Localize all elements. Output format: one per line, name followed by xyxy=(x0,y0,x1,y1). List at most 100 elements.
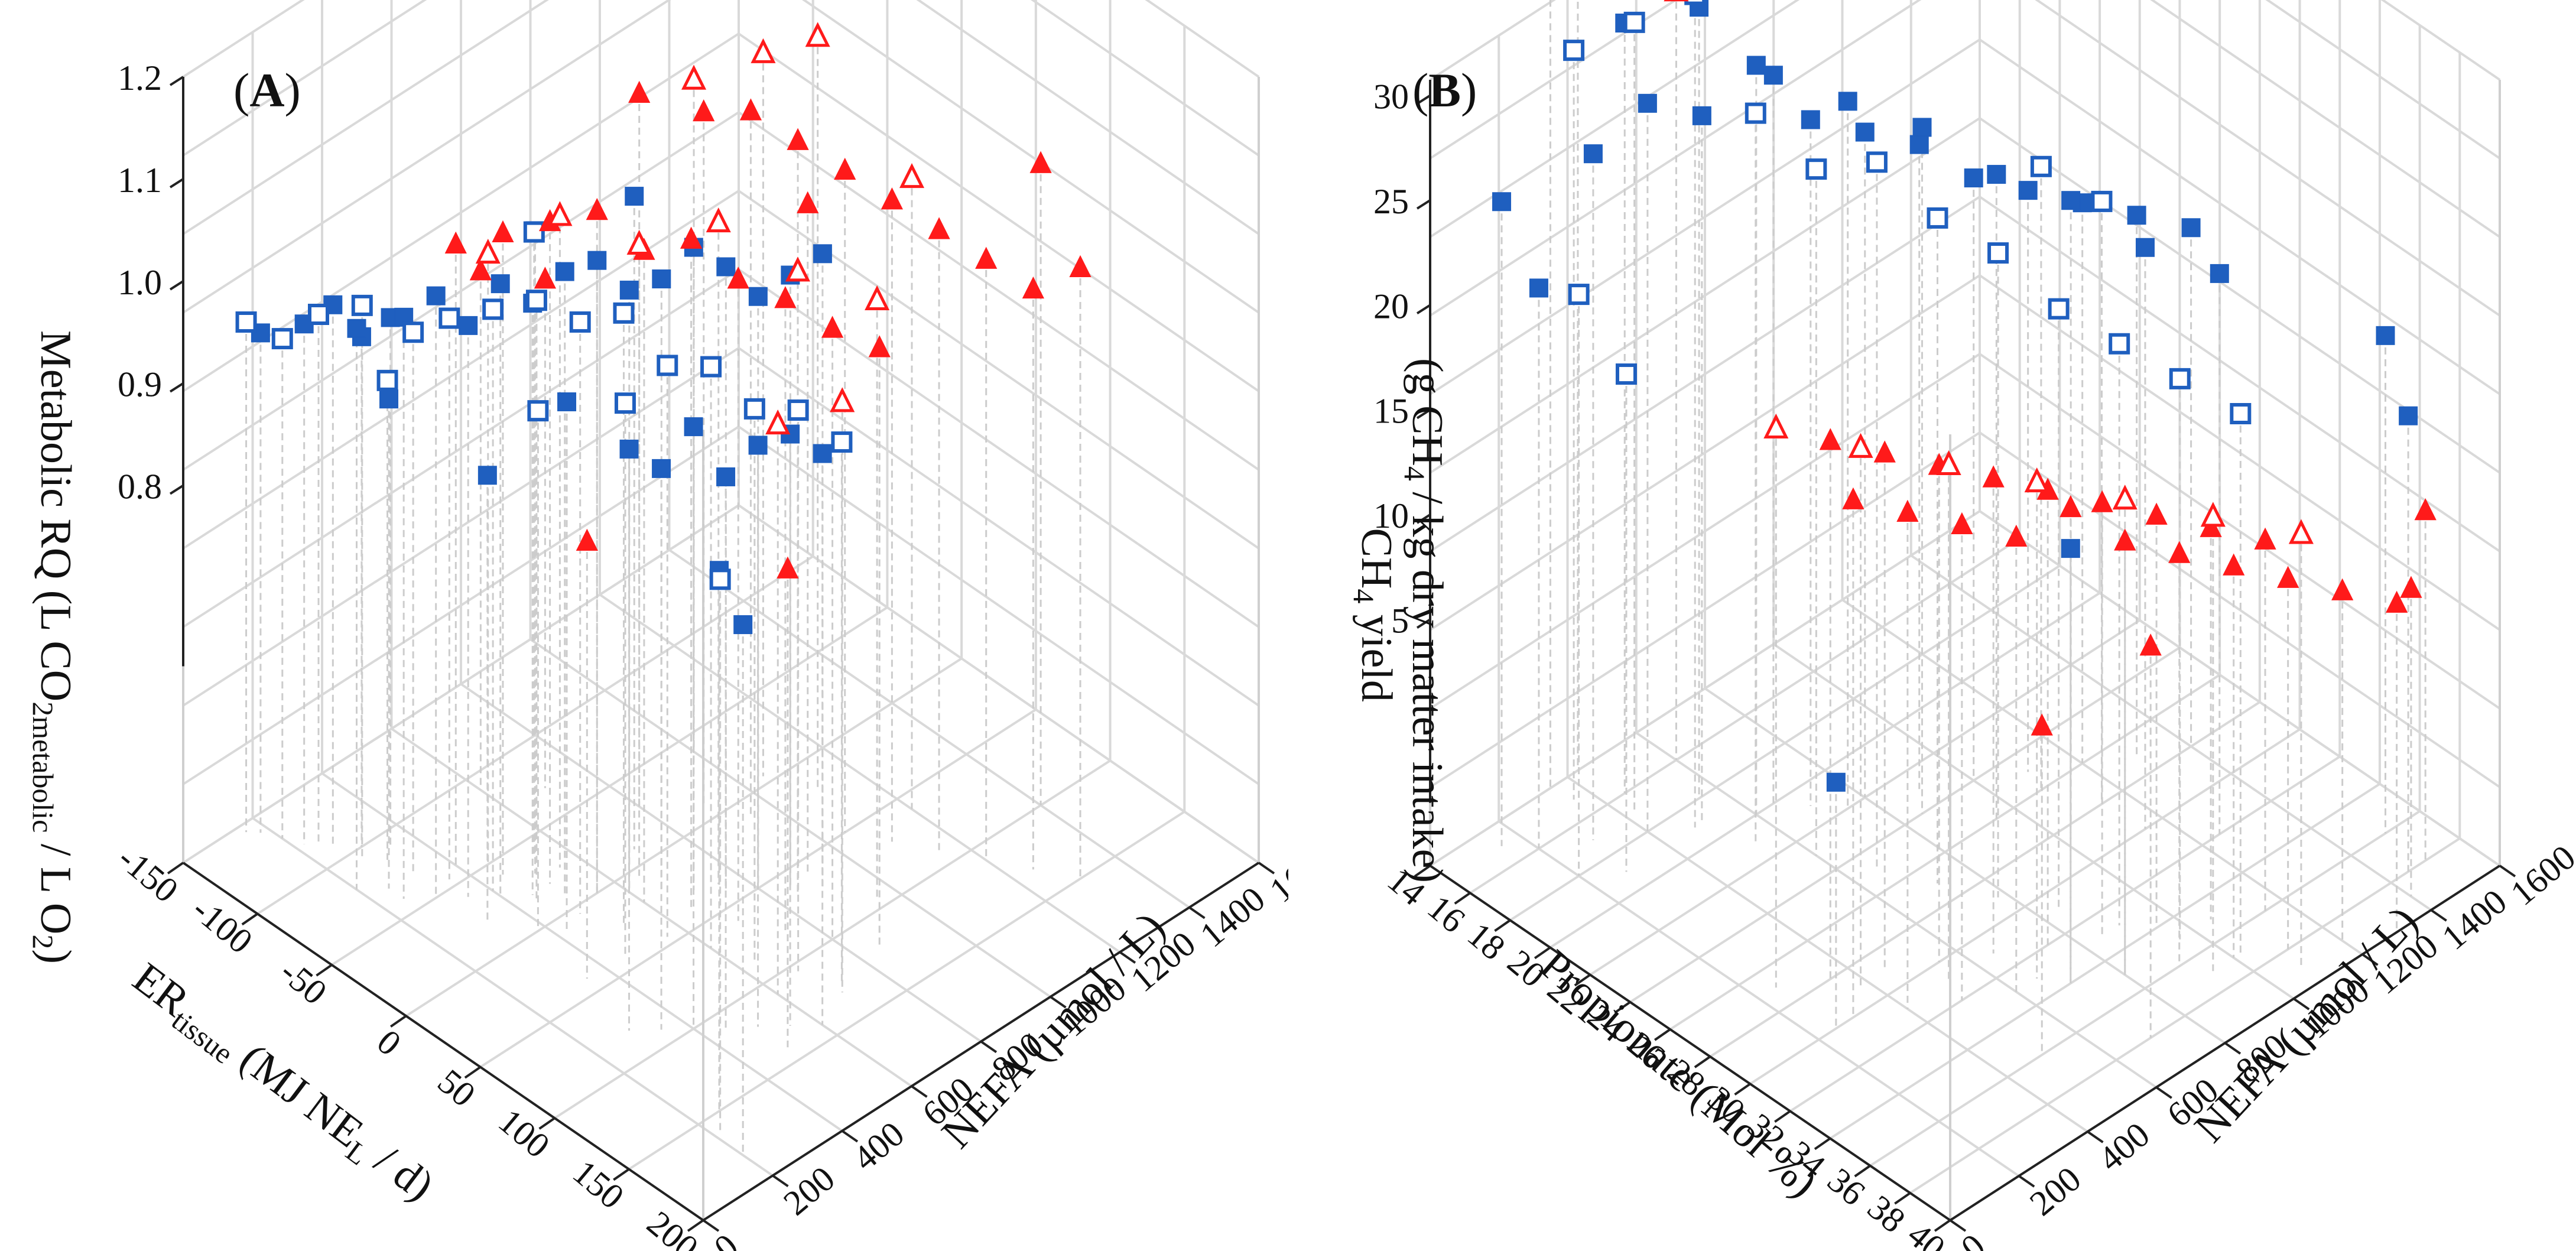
y-axis-line xyxy=(182,862,704,1221)
x-tick-label: 0 xyxy=(707,1226,745,1251)
data-point-filled-square xyxy=(1529,278,1548,298)
data-point-filled-triangle xyxy=(2400,576,2422,598)
data-point-filled-triangle xyxy=(2139,633,2162,656)
y-tick-mark xyxy=(1934,1219,1951,1232)
panel-a-drop-lines xyxy=(245,35,1081,1155)
data-point-filled-triangle xyxy=(1022,276,1044,299)
data-point-open-square xyxy=(2048,298,2070,320)
x-tick-mark xyxy=(1188,906,1206,919)
y-tick-mark xyxy=(167,862,184,875)
z-tick-label: 5 xyxy=(1391,601,1409,640)
data-point-open-triangle xyxy=(1936,450,1961,476)
wall-grid-line xyxy=(1429,431,2501,788)
wall-grid-line xyxy=(182,32,1260,392)
y-tick-label: -150 xyxy=(111,839,186,910)
x-tick-label: 200 xyxy=(776,1159,842,1223)
floor-grid-line xyxy=(1704,687,2226,1044)
y-tick-label: 100 xyxy=(491,1101,557,1165)
data-point-filled-square xyxy=(2061,191,2081,210)
floor-grid-line xyxy=(668,548,1190,909)
data-point-open-triangle xyxy=(805,22,830,47)
x-tick-mark xyxy=(2155,1086,2172,1099)
y-tick-mark xyxy=(1814,1137,1831,1151)
data-point-open-square xyxy=(831,431,853,453)
data-point-open-triangle xyxy=(2288,519,2314,544)
floor-grid-line xyxy=(599,593,1121,953)
floor-grid-line xyxy=(1829,782,2381,1140)
data-point-filled-triangle xyxy=(821,316,844,338)
data-point-open-triangle xyxy=(547,201,573,226)
data-point-open-triangle xyxy=(626,229,652,255)
data-point-filled-triangle xyxy=(1873,440,1896,463)
data-point-filled-triangle xyxy=(868,335,891,358)
data-point-filled-triangle xyxy=(739,98,762,121)
floor-grid-line xyxy=(1869,810,2421,1167)
data-point-filled-triangle xyxy=(928,217,950,239)
y-tick-mark xyxy=(1854,1165,1871,1178)
data-point-open-square xyxy=(657,355,678,376)
y-tick-mark xyxy=(1654,1028,1671,1041)
floor-grid-line xyxy=(554,759,1111,1119)
z-tick-mark xyxy=(169,76,184,86)
data-point-filled-square xyxy=(625,187,644,206)
data-point-filled-triangle xyxy=(693,99,715,122)
data-point-filled-square xyxy=(2399,406,2418,425)
wall-grid-line xyxy=(1429,0,2501,317)
floor-grid-line xyxy=(1773,643,2295,1000)
data-point-open-square xyxy=(376,369,398,391)
data-point-filled-triangle xyxy=(2091,490,2113,512)
panel-a-y-axis-title: ERtissue (MJ NEL / d) xyxy=(121,954,443,1214)
data-point-filled-square xyxy=(1583,144,1603,164)
data-point-open-square xyxy=(527,400,549,422)
data-point-filled-triangle xyxy=(2414,498,2437,521)
z-tick-mark xyxy=(1416,304,1431,314)
data-point-open-square xyxy=(1563,40,1585,61)
data-point-filled-square xyxy=(379,389,399,409)
data-point-filled-triangle xyxy=(2114,528,2136,551)
y-tick-label: 150 xyxy=(566,1152,631,1216)
data-point-open-square xyxy=(614,392,636,414)
data-point-filled-square xyxy=(557,392,577,412)
wall-grid-line xyxy=(1429,352,2501,710)
panel-b-y-axis-title: Propionate (Mol %) xyxy=(1531,941,1827,1207)
data-point-filled-triangle xyxy=(797,191,819,213)
data-point-filled-triangle xyxy=(727,267,749,289)
data-point-open-square xyxy=(1745,102,1766,124)
floor-grid-line xyxy=(331,606,888,966)
x-tick-mark xyxy=(2293,997,2310,1010)
data-point-open-triangle xyxy=(751,38,776,63)
data-point-open-square xyxy=(1684,0,1706,5)
wall-grid-line xyxy=(1429,0,2501,238)
wall-grid-line xyxy=(182,0,1260,157)
data-point-filled-square xyxy=(748,287,768,306)
data-point-open-square xyxy=(271,328,293,350)
z-tick-mark xyxy=(1416,199,1431,210)
x-tick-mark xyxy=(702,1219,720,1232)
y-tick-mark xyxy=(687,1219,704,1232)
data-point-filled-triangle xyxy=(444,231,467,254)
x-tick-mark xyxy=(1050,996,1067,1009)
wall-grid-line xyxy=(182,0,1260,314)
z-tick-mark xyxy=(169,382,184,393)
data-point-filled-square xyxy=(1855,122,1875,142)
floor-grid-line xyxy=(1567,776,2088,1133)
z-tick-mark xyxy=(1416,408,1431,420)
data-point-open-square xyxy=(2109,333,2130,355)
floor-grid-line xyxy=(1509,564,2061,921)
data-point-filled-square xyxy=(1801,110,1820,129)
data-point-filled-square xyxy=(684,417,703,437)
data-point-filled-square xyxy=(733,615,753,635)
x-tick-mark xyxy=(2499,865,2516,878)
data-point-filled-square xyxy=(555,262,574,281)
y-tick-mark xyxy=(1414,865,1431,878)
data-point-open-square xyxy=(2091,190,2113,212)
data-point-filled-square xyxy=(1838,92,1857,111)
panel-a-z-axis-title: Metabolic RQ (L CO2metabolic / L O2) xyxy=(27,330,80,964)
x-tick-label: 1600 xyxy=(1262,834,1341,910)
z-tick-mark xyxy=(1416,94,1431,105)
y-axis-line xyxy=(1429,865,1951,1221)
data-point-open-square xyxy=(787,399,809,421)
y-tick-mark xyxy=(613,1168,630,1181)
data-point-open-triangle xyxy=(1848,433,1873,458)
